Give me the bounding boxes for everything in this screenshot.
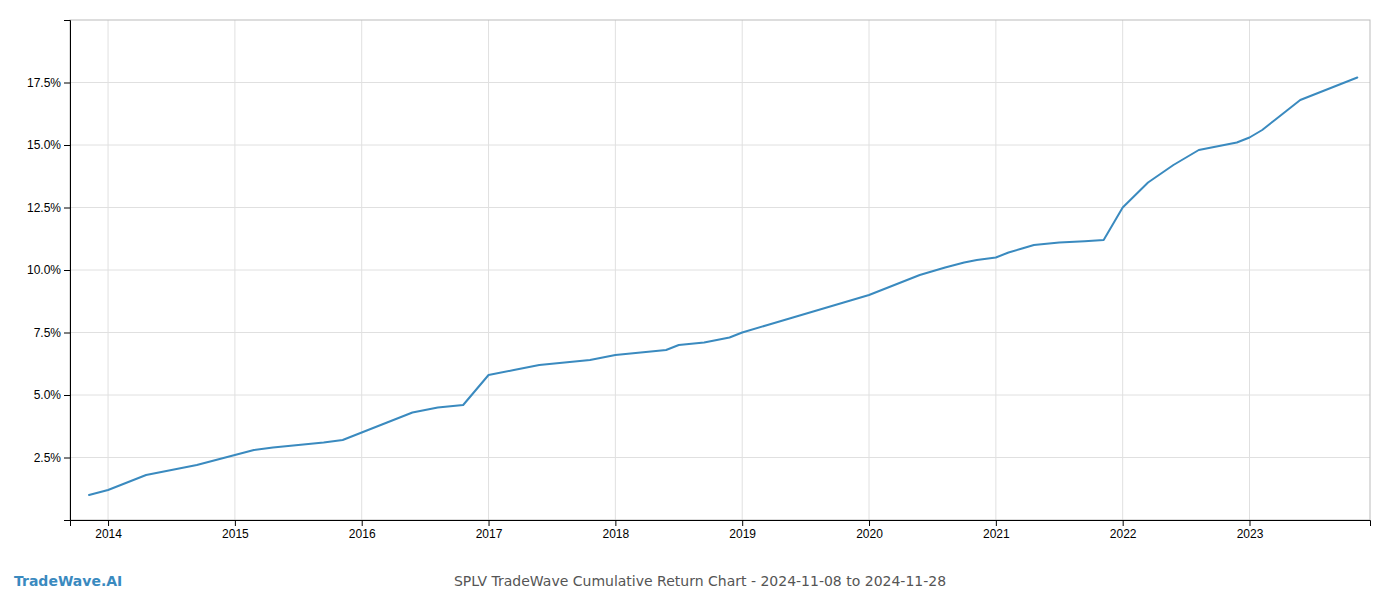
tick: 2017 (476, 520, 503, 541)
y-axis: 2.5% 5.0% 7.5% 10.0% 12.5% 15.0% 17.5% (27, 21, 71, 521)
tick: 2019 (729, 520, 756, 541)
tick-label: 10.0% (27, 263, 61, 277)
plot-frame (70, 20, 1370, 520)
tick: 2016 (349, 520, 376, 541)
plot-area: 2014 2015 2016 2017 2018 2019 2020 2021 2022 2023… (27, 20, 1371, 541)
tick-mark (996, 520, 997, 526)
watermark: TradeWave.AI (14, 573, 122, 589)
tick: 2022 (1110, 520, 1137, 541)
tick-label: 17.5% (27, 76, 61, 90)
grid-line (70, 332, 1370, 333)
tick-label: 2.5% (34, 451, 62, 465)
x-axis: 2014 2015 2016 2017 2018 2019 2020 2021 2022 2023 (71, 520, 1371, 541)
tick: 15.0% (27, 138, 70, 152)
grid-line (70, 207, 1370, 208)
tick-label: 2019 (729, 527, 756, 541)
tick: 12.5% (27, 201, 70, 215)
grid-line (70, 270, 1370, 271)
tick-label: 2018 (603, 527, 630, 541)
axis-line (71, 521, 1371, 527)
chart: 2014 2015 2016 2017 2018 2019 2020 2021 2022 2023… (0, 0, 1400, 600)
tick: 10.0% (27, 263, 70, 277)
tick-label: 5.0% (34, 388, 62, 402)
tick-mark (64, 270, 70, 271)
tick: 2018 (603, 520, 630, 541)
grid (70, 20, 1370, 520)
tick: 2023 (1237, 520, 1264, 541)
axis-line (64, 21, 71, 521)
tick-mark (235, 520, 236, 526)
tick-mark (64, 83, 70, 84)
tick-mark (64, 145, 70, 146)
tick: 2021 (983, 520, 1010, 541)
marks (89, 78, 1357, 496)
line (89, 78, 1357, 496)
tick-label: 2021 (983, 527, 1010, 541)
tick-mark (615, 520, 616, 526)
tick-mark (1250, 520, 1251, 526)
tick-mark (362, 520, 363, 526)
tick-mark (742, 520, 743, 526)
title: SPLV TradeWave Cumulative Return Chart -… (454, 573, 946, 589)
tick-label: 15.0% (27, 138, 61, 152)
grid-line (70, 82, 1370, 83)
tick: 2015 (222, 520, 249, 541)
tick-label: 2014 (95, 527, 122, 541)
tick-mark (64, 333, 70, 334)
grid-line (70, 145, 1370, 146)
tick-mark (64, 208, 70, 209)
tick: 17.5% (27, 76, 70, 90)
tick-label: 2017 (476, 527, 503, 541)
tick: 2.5% (34, 451, 70, 465)
tick-label: 7.5% (34, 326, 62, 340)
grid-line (70, 457, 1370, 458)
tick-mark (489, 520, 490, 526)
tick-label: 2022 (1110, 527, 1137, 541)
tick-mark (108, 520, 109, 526)
tick: 7.5% (34, 326, 70, 340)
tick-label: 2020 (856, 527, 883, 541)
tick: 5.0% (34, 388, 70, 402)
tick: 2014 (95, 520, 122, 541)
tick-label: 2015 (222, 527, 249, 541)
tick-label: 2016 (349, 527, 376, 541)
grid-line (70, 395, 1370, 396)
tick-mark (64, 458, 70, 459)
tick-label: 2023 (1237, 527, 1264, 541)
tick-mark (869, 520, 870, 526)
tick-mark (64, 395, 70, 396)
tick: 2020 (856, 520, 883, 541)
tick-label: 12.5% (27, 201, 61, 215)
tick-mark (1123, 520, 1124, 526)
